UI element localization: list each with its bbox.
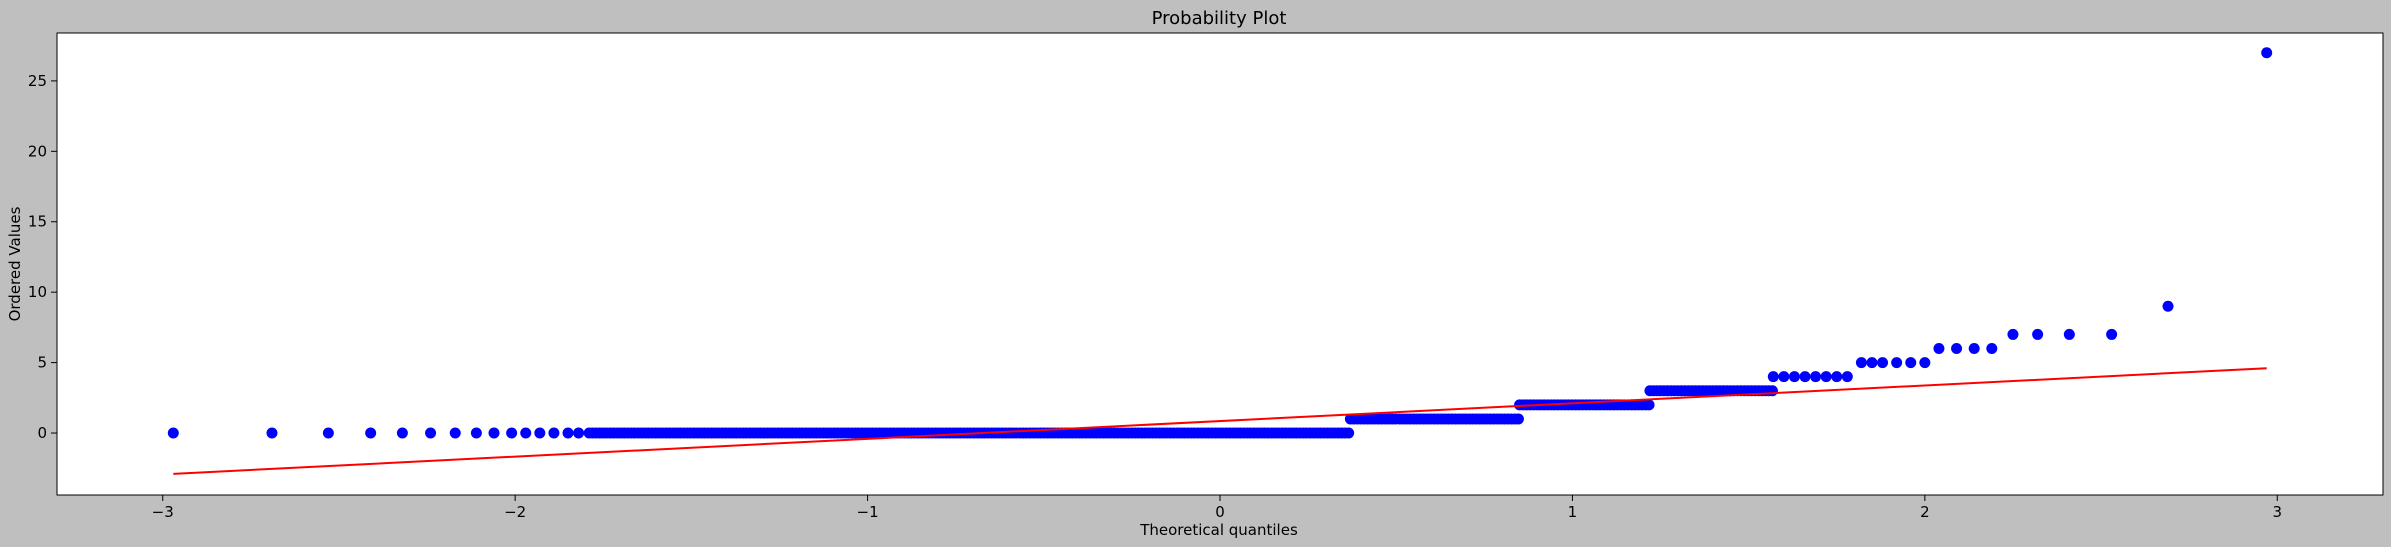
x-tick-label: 0: [1215, 503, 1225, 521]
data-point: [449, 427, 461, 439]
data-point: [2063, 328, 2075, 340]
data-point: [1643, 399, 1655, 411]
plot-area: [56, 32, 2384, 496]
data-point: [1767, 371, 1779, 383]
data-point: [1877, 357, 1889, 369]
data-point: [1766, 385, 1778, 397]
data-point: [534, 427, 546, 439]
data-point: [470, 427, 482, 439]
data-point: [365, 427, 377, 439]
data-point: [1512, 413, 1524, 425]
data-point: [167, 427, 179, 439]
x-tick-label: −3: [152, 503, 174, 521]
data-point: [1968, 343, 1980, 355]
data-point: [573, 427, 585, 439]
chart-title: Probability Plot: [1152, 8, 1287, 29]
data-point: [1820, 371, 1832, 383]
x-tick-label: 1: [1568, 503, 1578, 521]
data-point: [1343, 427, 1355, 439]
data-point: [2261, 47, 2273, 59]
data-point: [1905, 357, 1917, 369]
y-axis-label: Ordered Values: [6, 206, 24, 321]
x-tick-label: 2: [1920, 503, 1930, 521]
y-tick-label: 10: [28, 283, 47, 301]
data-point: [2106, 328, 2118, 340]
data-point: [1919, 357, 1931, 369]
y-tick-label: 5: [37, 354, 47, 372]
data-point: [1831, 371, 1843, 383]
data-point: [1891, 357, 1903, 369]
fit-line-group: [173, 367, 2267, 475]
data-point: [1866, 357, 1878, 369]
y-tick-label: 20: [28, 142, 47, 160]
data-point: [1855, 357, 1867, 369]
data-point: [1951, 343, 1963, 355]
data-point: [1986, 343, 1998, 355]
data-point: [1810, 371, 1822, 383]
data-point: [266, 427, 278, 439]
data-point: [488, 427, 500, 439]
y-tick-label: 25: [28, 72, 47, 90]
data-point: [1799, 371, 1811, 383]
x-axis-label: Theoretical quantiles: [1139, 521, 1298, 539]
fit-line: [173, 367, 2267, 475]
data-point: [1933, 343, 1945, 355]
data-point: [425, 427, 437, 439]
data-point: [396, 427, 408, 439]
data-point: [322, 427, 334, 439]
data-point: [506, 427, 518, 439]
data-point: [562, 427, 574, 439]
axis-ticks: −3 −2 −1 0 1 2 3 0 5 10 15 20 25: [28, 72, 2282, 521]
data-point: [2032, 328, 2044, 340]
x-tick-label: −1: [857, 503, 879, 521]
data-point: [520, 427, 532, 439]
data-point: [1788, 371, 1800, 383]
data-point: [2162, 300, 2174, 312]
data-point: [548, 427, 560, 439]
y-tick-label: 0: [37, 424, 47, 442]
x-tick-label: −2: [504, 503, 526, 521]
y-tick-label: 15: [28, 213, 47, 231]
x-tick-label: 3: [2272, 503, 2282, 521]
data-point: [1778, 371, 1790, 383]
data-points: [167, 47, 2273, 439]
data-point: [1841, 371, 1853, 383]
data-point: [2007, 328, 2019, 340]
